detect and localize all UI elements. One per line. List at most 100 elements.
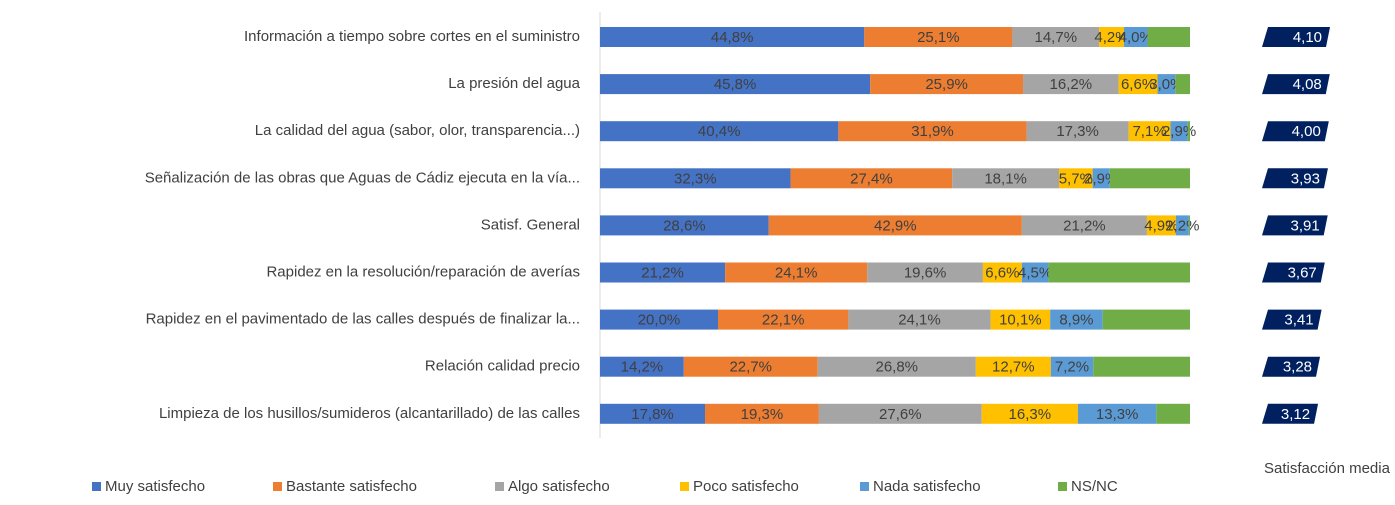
bar-segment <box>1156 403 1190 424</box>
value-label: 24,1% <box>898 312 941 329</box>
mean-score-label: 3,12 <box>1281 406 1310 423</box>
legend-label: Poco satisfecho <box>693 478 799 495</box>
value-label: 2,9% <box>1084 170 1118 187</box>
bar-segment <box>990 309 1051 330</box>
value-label: 45,8% <box>714 76 757 93</box>
bar-segment <box>817 356 976 377</box>
bar-segment <box>683 356 818 377</box>
value-label: 31,9% <box>911 123 954 140</box>
mean-score-label: 3,28 <box>1283 359 1312 376</box>
bar-segment <box>1026 121 1129 142</box>
bar-segment <box>1123 27 1148 47</box>
value-label: 4,2% <box>1094 29 1128 46</box>
side-panel-title: Satisfacción media <box>1264 460 1390 477</box>
value-label: 32,3% <box>674 170 717 187</box>
bar-segment <box>768 215 1022 236</box>
value-label: 8,9% <box>1059 312 1093 329</box>
bar-segment <box>1021 262 1049 283</box>
bar-segment <box>1146 215 1176 236</box>
legend-label: Bastante satisfecho <box>286 478 417 495</box>
bar-segment <box>1092 168 1110 189</box>
bar-segment <box>1175 215 1189 236</box>
bar-segment <box>600 262 726 283</box>
bar-segment <box>1048 262 1190 283</box>
bar-segment <box>718 309 849 330</box>
value-label: 2,9% <box>1162 123 1196 140</box>
bar-segment <box>600 215 769 236</box>
mean-score-box <box>1262 262 1325 283</box>
value-label: 22,1% <box>762 312 805 329</box>
bar-segment <box>1093 356 1190 377</box>
value-label: 14,2% <box>621 359 664 376</box>
bar-segment <box>1187 121 1190 142</box>
category-label: Señalización de las obras que Aguas de C… <box>145 169 580 186</box>
value-label: 19,3% <box>741 406 784 423</box>
bar-segment <box>952 168 1060 189</box>
bar-segment <box>848 309 991 330</box>
bar-segment <box>1109 168 1190 189</box>
bar-segment <box>600 168 791 189</box>
bar-segment <box>1175 74 1190 95</box>
value-label: 20,0% <box>638 312 681 329</box>
legend-swatch <box>680 482 689 491</box>
legend-swatch <box>860 482 869 491</box>
legend-swatch <box>1058 482 1067 491</box>
value-label: 7,2% <box>1055 359 1089 376</box>
value-label: 27,4% <box>850 170 893 187</box>
legend-label: Algo satisfecho <box>508 478 610 495</box>
value-label: 24,1% <box>775 264 818 281</box>
value-label: 18,1% <box>984 170 1027 187</box>
value-label: 16,2% <box>1050 76 1093 93</box>
legend-swatch <box>273 482 282 491</box>
mean-score-label: 3,91 <box>1290 217 1319 234</box>
bar-segment <box>1147 27 1190 47</box>
value-label: 4,9% <box>1144 217 1178 234</box>
mean-score-box <box>1262 215 1328 236</box>
value-label: 3,0% <box>1149 76 1183 93</box>
value-label: 17,8% <box>631 406 674 423</box>
mean-score-label: 3,41 <box>1284 312 1313 329</box>
legend-label: NS/NC <box>1071 478 1118 495</box>
value-label: 40,4% <box>698 123 741 140</box>
mean-score-label: 3,93 <box>1291 170 1320 187</box>
category-label: La calidad del agua (sabor, olor, transp… <box>255 122 580 139</box>
value-label: 16,3% <box>1009 406 1052 423</box>
bar-segment <box>600 74 871 95</box>
bar-segment <box>982 262 1022 283</box>
legend-label: Nada satisfecho <box>873 478 981 495</box>
value-label: 28,6% <box>663 217 706 234</box>
value-label: 4,5% <box>1018 264 1052 281</box>
category-label: Rapidez en la resolución/reparación de a… <box>266 263 580 280</box>
mean-score-box <box>1262 74 1330 95</box>
bar-segment <box>600 403 706 424</box>
bar-segment <box>975 356 1051 377</box>
value-label: 2,2% <box>1165 217 1199 234</box>
mean-score-box <box>1262 27 1331 47</box>
bar-segment <box>864 27 1013 47</box>
value-label: 6,6% <box>1121 76 1155 93</box>
bar-segment <box>1118 74 1158 95</box>
value-label: 5,7% <box>1059 170 1093 187</box>
bar-segment <box>1099 27 1124 47</box>
mean-score-label: 3,67 <box>1288 264 1317 281</box>
bar-segment <box>870 74 1024 95</box>
bar-segment <box>1050 309 1103 330</box>
mean-score-box <box>1262 121 1329 142</box>
bar-segment <box>1157 74 1176 95</box>
mean-score-box <box>1262 309 1322 330</box>
bar-segment <box>1012 27 1100 47</box>
category-label: Rapidez en el pavimentado de las calles … <box>146 311 580 328</box>
value-label: 10,1% <box>999 312 1042 329</box>
value-label: 14,7% <box>1035 29 1078 46</box>
category-label: Limpieza de los husillos/sumideros (alca… <box>159 405 580 422</box>
value-label: 42,9% <box>874 217 917 234</box>
bar-segment <box>867 262 983 283</box>
bar-segment <box>600 309 718 330</box>
value-label: 44,8% <box>711 29 754 46</box>
bar-segment <box>1102 309 1190 330</box>
bar-segment <box>600 27 865 47</box>
mean-score-label: 4,00 <box>1292 123 1321 140</box>
bar-segment <box>838 121 1027 142</box>
